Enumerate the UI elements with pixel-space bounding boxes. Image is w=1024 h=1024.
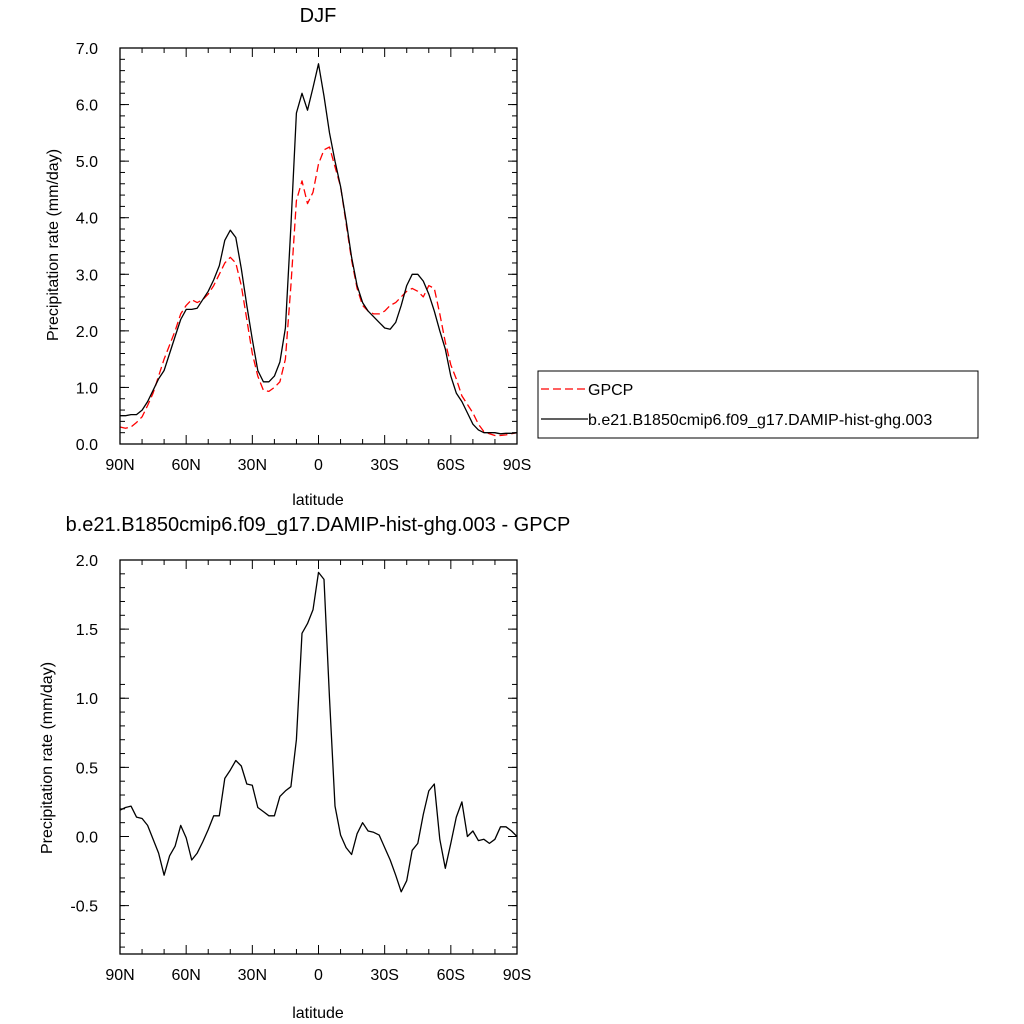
y-tick-label: 0.0 [76,437,98,454]
legend: GPCP b.e21.B1850cmip6.f09_g17.DAMIP-hist… [537,370,979,439]
legend-box [537,370,979,439]
y-tick-label: 2.0 [76,324,98,341]
x-tick-label: 30S [370,967,398,984]
x-tick-label: 60S [437,967,465,984]
y-axis-label: Precipitation rate (mm/day) [39,662,56,854]
y-tick-label: 1.0 [76,691,98,708]
plot-frame [119,47,518,445]
x-tick-label: 0 [314,457,323,474]
y-tick-label: 4.0 [76,211,98,228]
x-tick-label: 60S [437,457,465,474]
y-tick-label: -0.5 [70,899,98,916]
y-tick-label: 2.0 [76,553,98,570]
x-tick-label: 0 [314,967,323,984]
series-line-b-e21-b1850cmip6-f09-g17-damip-hist-ghg-003 [120,63,518,435]
legend-label-model: b.e21.B1850cmip6.f09_g17.DAMIP-hist-ghg.… [588,412,932,429]
x-tick-label: 60N [171,457,200,474]
y-tick-label: 1.5 [76,622,98,639]
y-tick-label: 5.0 [76,154,98,171]
x-axis-label: latitude [292,1005,344,1022]
series-line-difference [119,571,518,893]
x-axis-label: latitude [292,492,344,509]
plot-area [119,571,518,893]
series-line-gpcp [119,146,518,437]
y-tick-label: 6.0 [76,98,98,115]
y-tick-label: 3.0 [76,267,98,284]
legend-label-gpcp: GPCP [588,382,633,399]
plot-frame [119,559,518,955]
chart-title: b.e21.B1850cmip6.f09_g17.DAMIP-hist-ghg.… [66,514,571,536]
x-tick-label: 90S [503,967,531,984]
x-tick-label: 30S [370,457,398,474]
panel-difference: b.e21.B1850cmip6.f09_g17.DAMIP-hist-ghg.… [39,514,570,1022]
x-tick-label: 90N [105,457,134,474]
panel-djf: DJF 90N 60N 30N 0 30S 60S 90S 0.0 1.0 2.0 3.0 4.0 5.… [45,5,531,509]
x-tick-label: 30N [238,967,267,984]
plot-area [119,63,518,437]
y-tick-label: 0.0 [76,829,98,846]
chart-title: DJF [300,5,337,27]
y-tick-label: 1.0 [76,380,98,397]
axes: 90N 60N 30N 0 30S 60S 90S 0.0 1.0 2.0 3.0 4.0 5.0 6.0… [76,41,531,474]
y-tick-label: 0.5 [76,760,98,777]
y-tick-label: 7.0 [76,41,98,58]
x-tick-label: 30N [238,457,267,474]
x-tick-label: 90N [105,967,134,984]
x-tick-label: 90S [503,457,531,474]
x-tick-label: 60N [171,967,200,984]
axes: 90N 60N 30N 0 30S 60S 90S -0.5 0.0 0.5 1.0 1.5 2.0 [70,553,531,984]
y-axis-label: Precipitation rate (mm/day) [45,149,62,341]
